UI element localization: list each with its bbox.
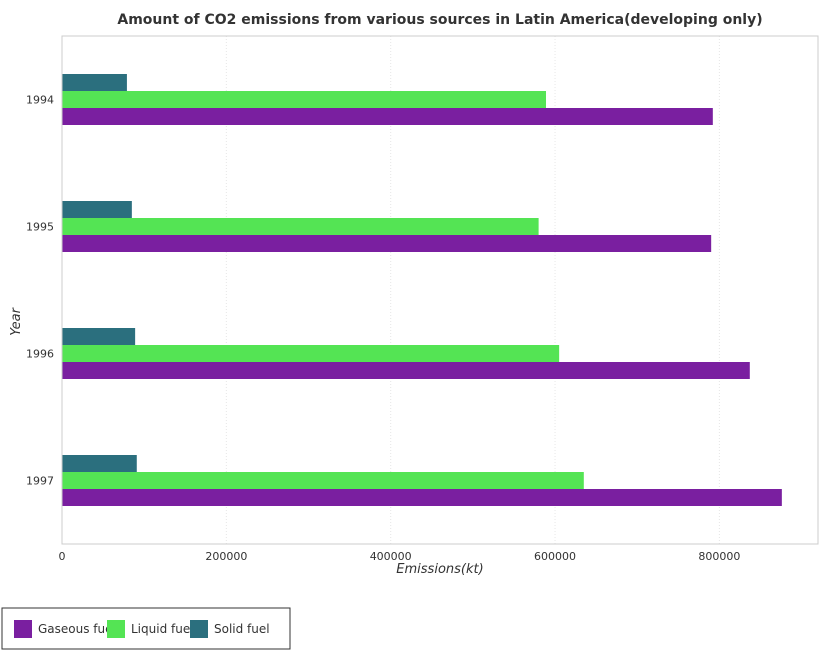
y-axis-label: Year xyxy=(9,306,24,335)
bars xyxy=(62,74,782,506)
y-tick-label-1994: 1994 xyxy=(26,94,54,107)
bar-liquid-fuel-1996 xyxy=(62,345,560,362)
legend-label-solid-fuel: Solid fuel xyxy=(214,622,270,636)
bar-liquid-fuel-1994 xyxy=(62,91,547,108)
bar-liquid-fuel-1995 xyxy=(62,218,539,235)
chart-title: Amount of CO2 emissions from various sou… xyxy=(117,12,762,28)
legend-label-liquid-fuel: Liquid fuel xyxy=(131,622,194,636)
plot-frame xyxy=(61,35,819,545)
legend: Gaseous fuel Liquid fuel Solid fuel xyxy=(1,607,291,650)
legend-label-gaseous-fuel: Gaseous fuel xyxy=(38,622,116,636)
x-axis-label: Emissions(kt) xyxy=(396,562,483,577)
bar-gaseous-fuel-1994 xyxy=(62,108,713,125)
bar-gaseous-fuel-1995 xyxy=(62,235,712,252)
bar-solid-fuel-1997 xyxy=(62,455,137,472)
y-tick-labels: 1994 1995 1996 1997 xyxy=(26,94,54,488)
bar-solid-fuel-1994 xyxy=(62,74,127,91)
bar-solid-fuel-1996 xyxy=(62,328,136,345)
legend-swatch-liquid-fuel xyxy=(107,620,125,638)
x-tick-label: 600000 xyxy=(534,550,576,563)
y-tick-label-1997: 1997 xyxy=(26,475,54,488)
legend-swatch-solid-fuel xyxy=(190,620,208,638)
x-tick-label: 0 xyxy=(59,550,66,563)
y-tick-label-1996: 1996 xyxy=(26,348,54,361)
x-tick-label: 400000 xyxy=(370,550,412,563)
bar-gaseous-fuel-1996 xyxy=(62,362,750,379)
y-tick-label-1995: 1995 xyxy=(26,221,54,234)
x-tick-label: 200000 xyxy=(205,550,247,563)
x-tick-labels: 0 200000 400000 600000 800000 xyxy=(59,550,741,563)
legend-swatch-gaseous-fuel xyxy=(14,620,32,638)
bar-liquid-fuel-1997 xyxy=(62,472,584,489)
bar-gaseous-fuel-1997 xyxy=(62,489,782,506)
legend-box xyxy=(1,607,291,650)
bar-solid-fuel-1995 xyxy=(62,201,132,218)
x-tick-label: 800000 xyxy=(698,550,740,563)
